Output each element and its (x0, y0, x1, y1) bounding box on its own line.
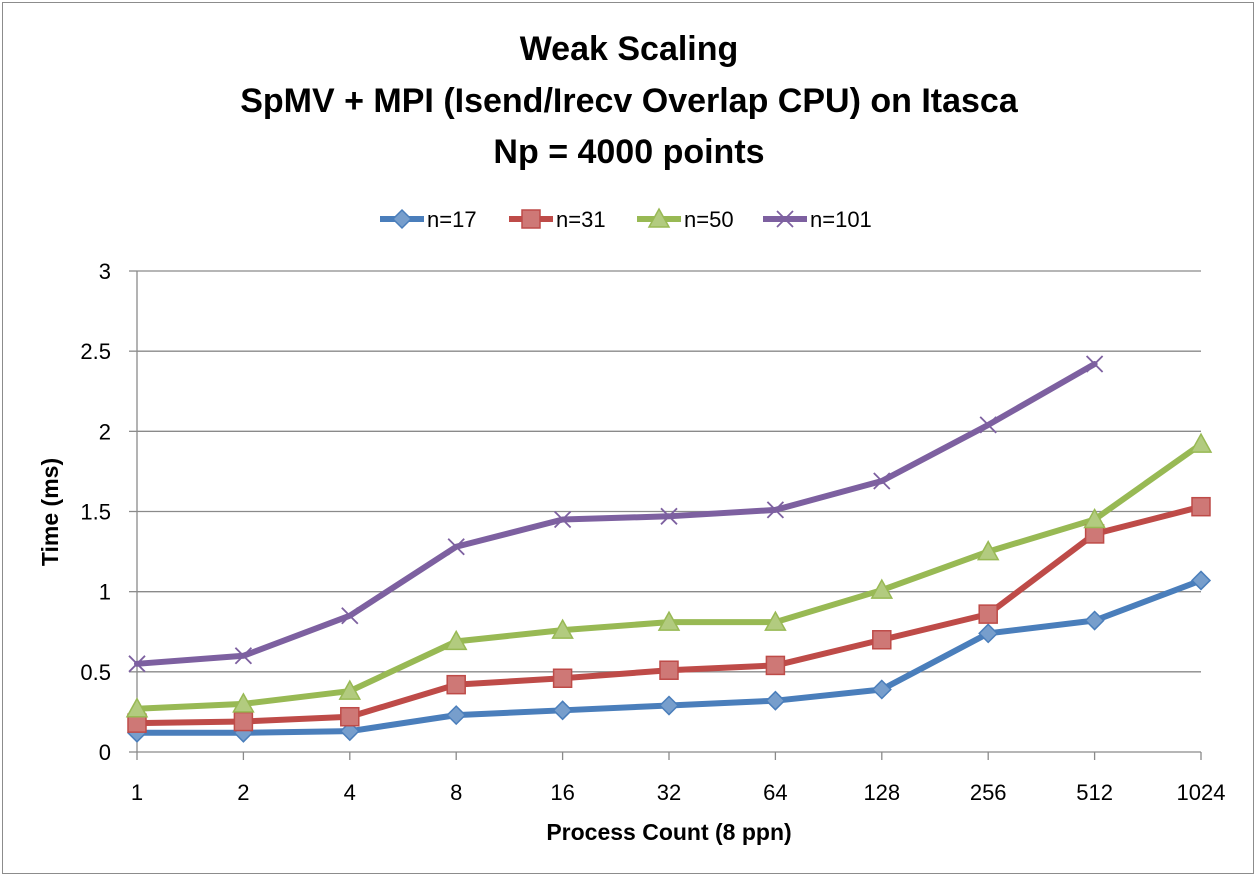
x-tick-label: 2 (237, 780, 249, 805)
data-point-marker (1084, 610, 1105, 631)
y-tick-label: 0 (99, 740, 111, 765)
data-point-marker (766, 501, 785, 519)
x-tick-label: 4 (344, 780, 356, 805)
data-point-marker (446, 705, 467, 726)
tick-labels: 0 0.5 1 1.5 2 2.5 3 1 2 4 8 16 32 64 128 256 512 1024 (80, 259, 1225, 805)
data-point-marker (446, 674, 466, 695)
legend-label: n=50 (684, 207, 734, 232)
data-point-marker (553, 510, 572, 529)
legend-label: n=101 (810, 207, 872, 232)
legend-marker (776, 210, 794, 228)
chart-title-line-1: Weak Scaling (519, 30, 739, 68)
y-tick-label: 3 (99, 259, 111, 284)
data-point-marker (128, 655, 146, 673)
data-point-marker (1191, 496, 1211, 517)
legend-marker (647, 207, 671, 228)
data-point-marker (764, 610, 787, 631)
y-axis-label: Time (ms) (37, 458, 63, 566)
data-point-marker (444, 629, 468, 651)
data-point-marker (1085, 355, 1104, 373)
data-point-marker (338, 679, 362, 700)
data-point-marker (551, 618, 574, 639)
data-point-marker (1083, 507, 1106, 529)
data-point-marker (1189, 432, 1213, 453)
data-point-marker (978, 623, 999, 644)
x-tick-label: 512 (1076, 780, 1113, 805)
data-point-marker (979, 416, 997, 434)
data-point-marker (872, 630, 892, 650)
x-tick-label: 64 (763, 780, 787, 805)
x-tick-label: 128 (863, 780, 900, 805)
y-tick-label: 1 (99, 580, 111, 605)
data-point-marker (234, 647, 253, 665)
data-point-marker (125, 697, 149, 718)
data-point-marker (552, 700, 573, 721)
data-point-marker (552, 668, 573, 688)
y-tick-label: 2 (99, 419, 111, 444)
legend-marker (521, 209, 541, 229)
x-axis-label: Process Count (8 ppn) (546, 819, 791, 845)
data-point-marker (657, 610, 681, 631)
data-point-marker (873, 472, 891, 490)
data-point-marker (341, 607, 359, 625)
x-tick-label: 16 (550, 780, 574, 805)
data-point-marker (870, 578, 894, 599)
data-point-marker (976, 540, 1000, 561)
data-point-marker (978, 604, 998, 624)
legend: n=17 n=31 n=50 n=101 (380, 207, 872, 232)
x-tick-label: 32 (657, 780, 681, 805)
data-point-marker (447, 538, 465, 556)
data-point-marker (340, 706, 360, 727)
x-tick-label: 8 (450, 780, 462, 805)
x-tick-label: 256 (970, 780, 1007, 805)
y-tick-label: 0.5 (80, 660, 111, 685)
series-markers (125, 355, 1213, 743)
data-point-marker (659, 660, 679, 680)
y-tick-label: 1.5 (80, 500, 111, 525)
data-point-marker (765, 655, 786, 676)
data-point-marker (658, 695, 680, 716)
x-tick-label: 1 (131, 780, 143, 805)
data-point-marker (232, 692, 255, 713)
series-line-4 (134, 360, 1098, 667)
axes (129, 270, 1202, 760)
chart-title-line-2: SpMV + MPI (Isend/Irecv Overlap CPU) on … (240, 82, 1018, 120)
data-point-marker (660, 507, 678, 525)
data-point-marker (1190, 570, 1212, 591)
data-point-marker (871, 679, 892, 700)
chart-title-line-3: Np = 4000 points (493, 133, 765, 171)
legend-marker (391, 208, 413, 230)
legend-label: n=17 (427, 207, 477, 232)
data-point-marker (339, 721, 360, 742)
data-point-marker (765, 690, 786, 711)
y-tick-label: 2.5 (80, 339, 111, 364)
x-tick-label: 1024 (1177, 780, 1226, 805)
data-point-marker (233, 711, 254, 732)
legend-label: n=31 (556, 207, 606, 232)
